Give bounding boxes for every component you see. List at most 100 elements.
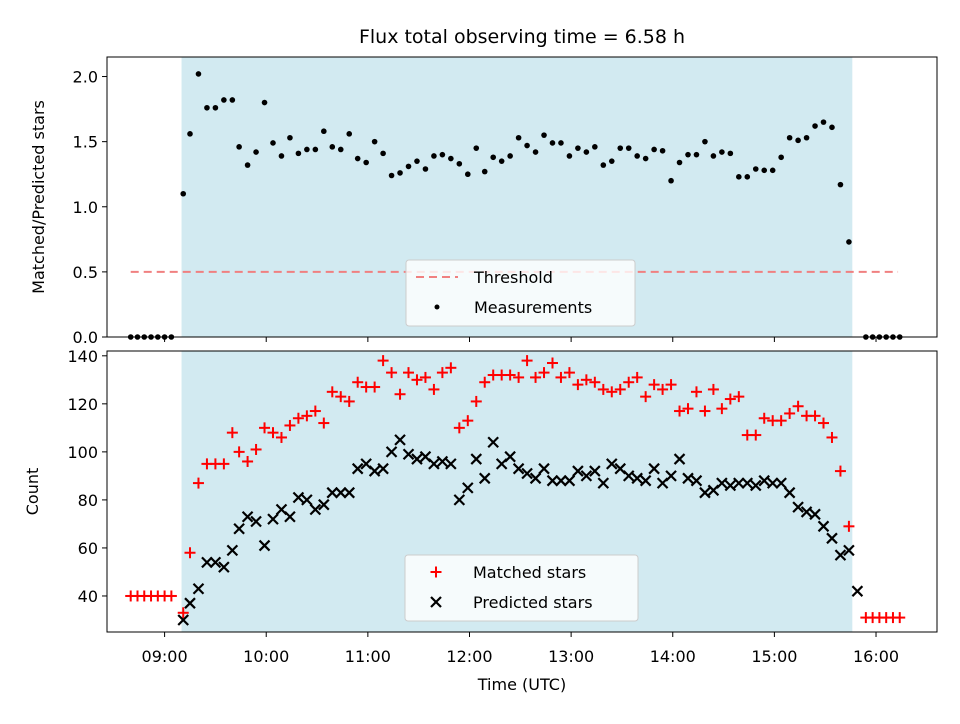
matched-star-point xyxy=(843,520,855,532)
matched-star-point xyxy=(690,386,702,398)
predicted-star-point xyxy=(589,465,601,477)
measurement-point xyxy=(524,142,530,149)
matched-star-point xyxy=(682,403,694,415)
matched-star-point xyxy=(343,395,355,407)
predicted-star-point xyxy=(309,503,322,516)
predicted-star-point xyxy=(834,549,847,561)
predicted-star-point xyxy=(201,556,213,569)
predicted-star-point xyxy=(351,462,364,475)
matched-star-point xyxy=(530,371,542,383)
measurement-point xyxy=(702,138,708,145)
x-tick-label: 12:00 xyxy=(446,647,492,666)
y-tick-label: 1.0 xyxy=(73,198,98,217)
predicted-star-point xyxy=(605,458,618,470)
measurement-point xyxy=(195,71,202,77)
predicted-star-point xyxy=(218,561,230,573)
matched-star-point xyxy=(716,403,728,415)
matched-star-point xyxy=(428,383,440,395)
chart-title: Flux total observing time = 6.58 h xyxy=(359,26,685,48)
matched-star-point xyxy=(184,547,196,559)
predicted-star-point xyxy=(546,474,559,487)
matched-star-point xyxy=(226,427,238,439)
measurement-point xyxy=(651,146,657,153)
predicted-star-point xyxy=(597,477,610,489)
measurement-point xyxy=(371,138,378,145)
predicted-star-point xyxy=(428,458,440,470)
matched-star-point xyxy=(818,417,830,429)
measurement-point xyxy=(397,170,403,176)
measurement-point xyxy=(812,123,818,129)
predicted-star-point xyxy=(470,453,483,465)
y-tick-label: 80 xyxy=(78,491,98,510)
measurement-point xyxy=(295,150,302,157)
predicted-star-point xyxy=(504,450,516,463)
x-tick-label: 13:00 xyxy=(548,647,594,666)
matched-star-point xyxy=(758,412,770,424)
measurement-point xyxy=(278,153,285,159)
predicted-star-point xyxy=(258,539,271,552)
matched-star-point xyxy=(538,367,550,379)
matched-star-point xyxy=(674,405,686,417)
matched-star-point xyxy=(623,376,635,388)
measurement-point xyxy=(693,151,700,158)
measurement-point xyxy=(346,131,353,137)
matched-star-point xyxy=(326,386,338,398)
measurement-point xyxy=(515,134,522,141)
measurement-point xyxy=(354,155,361,162)
measurement-point xyxy=(229,97,236,103)
predicted-star-point xyxy=(648,462,660,475)
predicted-star-point xyxy=(301,494,313,506)
measurement-point xyxy=(575,145,581,151)
matched-star-point xyxy=(724,393,736,405)
predicted-star-point xyxy=(436,455,449,468)
matched-star-point xyxy=(419,371,431,383)
y-tick-label: 1.5 xyxy=(73,133,98,152)
measurement-point xyxy=(761,167,768,174)
matched-star-point xyxy=(775,415,787,427)
predicted-star-point xyxy=(512,462,525,475)
matched-star-point xyxy=(177,607,189,619)
predicted-star-point xyxy=(631,472,643,485)
legend-box xyxy=(405,259,636,327)
predicted-star-point xyxy=(572,465,584,477)
measurement-point xyxy=(778,154,784,161)
matched-star-point xyxy=(699,405,711,417)
predicted-star-point xyxy=(250,515,262,528)
matched-star-point xyxy=(563,367,575,379)
measurement-point xyxy=(685,151,691,158)
matched-star-point xyxy=(572,379,584,391)
count-panel: 40 60 80 100 120 140 09:00 10:00 11:00 12:00 13:0… xyxy=(23,347,938,694)
legend-box xyxy=(404,554,639,622)
measurement-point xyxy=(422,166,429,172)
matched-star-point xyxy=(386,367,398,379)
predicted-star-point xyxy=(453,494,466,506)
predicted-star-point xyxy=(563,474,576,487)
y-tick-label: 140 xyxy=(67,347,98,366)
predicted-star-point xyxy=(292,491,305,504)
legend-matched-swatch xyxy=(430,566,442,578)
predicted-star-point xyxy=(851,585,864,597)
predicted-star-point xyxy=(639,474,652,487)
matched-star-point xyxy=(792,400,804,412)
x-axis-label: Time (UTC) xyxy=(477,675,566,694)
measurement-point xyxy=(473,145,480,151)
measurement-point xyxy=(221,97,227,103)
predicted-star-point xyxy=(580,470,593,482)
measurement-point xyxy=(608,158,615,164)
predicted-star-point xyxy=(394,434,406,446)
ratio-panel: 0.0 0.5 1.0 1.5 2.0 Flux total observing tim… xyxy=(29,26,938,347)
predicted-star-point xyxy=(209,556,222,569)
matched-star-point xyxy=(826,431,838,443)
y-tick-label: 40 xyxy=(78,587,98,606)
measurement-point xyxy=(829,124,835,131)
measurement-point xyxy=(541,132,547,138)
matched-star-point xyxy=(411,374,423,386)
measurement-point xyxy=(244,162,251,168)
matched-star-point xyxy=(462,415,474,427)
x-tick-label: 09:00 xyxy=(142,647,188,666)
predicted-star-point xyxy=(334,486,347,499)
measurement-point xyxy=(287,134,293,141)
measurement-point xyxy=(710,153,717,159)
predicted-star-point xyxy=(555,474,567,487)
